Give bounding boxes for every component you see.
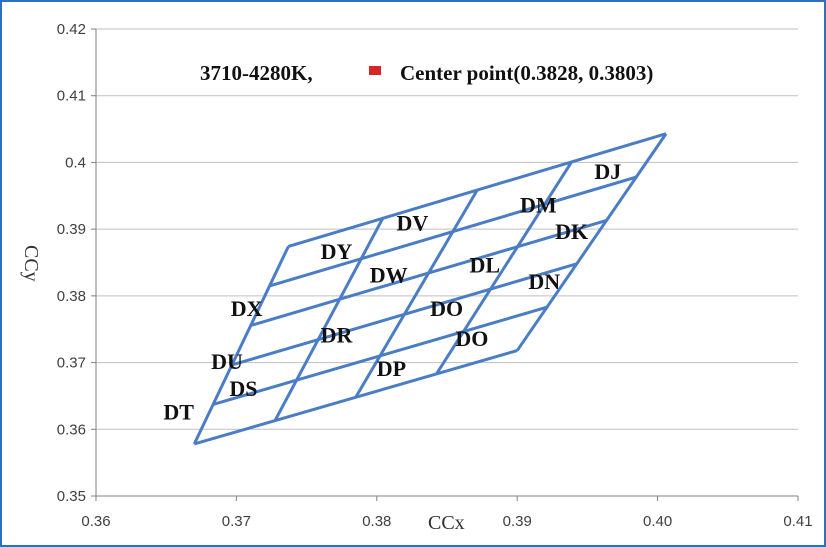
quad-grid-line: [231, 262, 578, 367]
quad-grid-line: [192, 245, 290, 445]
cell-label-dw: DW: [370, 263, 408, 288]
quad-grid-line: [193, 349, 518, 446]
quad-grid-line: [212, 305, 548, 406]
axes: 0.35 0.36 0.37 0.38 0.39 0.4 0.41 0.42 0.36 0.37 0…: [57, 21, 813, 530]
cell-label-dy: DY: [321, 239, 353, 264]
cell-label-dl: DL: [469, 253, 500, 278]
x-axis-title: CCx: [428, 512, 465, 534]
center-point-marker: [369, 66, 381, 75]
cell-labels: DY DV DM DJ DX DW DL DK DU DR DO DN DT DS DP DO: [163, 159, 621, 424]
cell-label-dr: DR: [321, 323, 354, 348]
grid-lines: [96, 28, 798, 430]
x-tick-label: 0.36: [81, 513, 110, 530]
y-tick-label: 0.36: [57, 421, 86, 438]
quad-grid-line: [273, 217, 385, 422]
y-tick-label: 0.35: [57, 488, 86, 505]
x-tick-label: 0.39: [503, 513, 532, 530]
y-axis-title: CCy: [20, 245, 42, 282]
quad-grid-line: [250, 219, 607, 327]
y-tick-label: 0.39: [57, 221, 86, 238]
cell-label-dm: DM: [520, 192, 557, 217]
cell-label-dk: DK: [555, 219, 588, 244]
quadrilateral-grid: [192, 132, 668, 446]
cell-label-do: DO: [455, 326, 488, 351]
cell-label-do: DO: [430, 296, 463, 321]
y-tick-label: 0.41: [57, 88, 86, 105]
y-tick-label: 0.37: [57, 355, 86, 372]
cell-label-dx: DX: [231, 296, 263, 321]
cell-label-dn: DN: [528, 269, 560, 294]
x-tick-label: 0.41: [783, 513, 812, 530]
quad-grid-line: [354, 189, 479, 399]
quad-grid-line: [435, 161, 573, 375]
x-tick-label: 0.40: [643, 513, 672, 530]
cell-label-du: DU: [211, 349, 243, 374]
quad-grid-line: [287, 132, 667, 248]
x-tick-label: 0.38: [362, 513, 391, 530]
chart-title-left: 3710-4280K,: [200, 61, 313, 85]
y-tick-label: 0.4: [65, 154, 86, 171]
x-tick-label: 0.37: [222, 513, 251, 530]
cell-label-dj: DJ: [594, 159, 621, 184]
cell-label-ds: DS: [229, 376, 257, 401]
y-tick-label: 0.38: [57, 288, 86, 305]
chart-title-right: Center point(0.3828, 0.3803): [400, 61, 653, 85]
quad-grid-line: [515, 132, 668, 352]
y-tick-label: 0.42: [57, 21, 86, 38]
cell-label-dp: DP: [377, 356, 406, 381]
quad-grid-line: [269, 175, 637, 288]
cell-label-dv: DV: [396, 210, 428, 235]
cell-label-dt: DT: [163, 399, 194, 424]
